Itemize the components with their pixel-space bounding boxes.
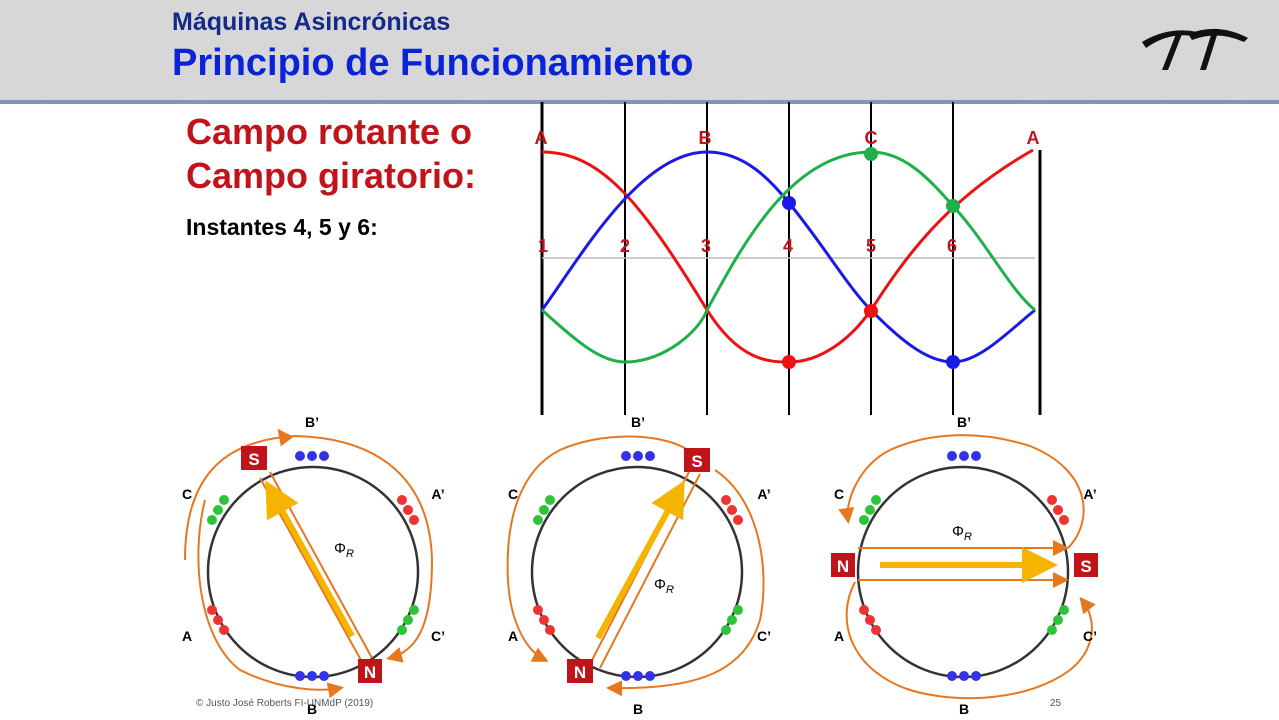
- phase-label-c: C: [865, 128, 878, 148]
- label-c: C: [834, 486, 844, 502]
- point-b-instant-4: [782, 196, 796, 210]
- label-c-prime: C’: [431, 628, 445, 644]
- section-title: Campo rotante o Campo giratorio:: [186, 110, 476, 198]
- section-title-line1: Campo rotante o: [186, 111, 473, 152]
- page-number: 25: [1050, 698, 1062, 709]
- label-c: C: [182, 486, 192, 502]
- university-logo-icon: [1142, 28, 1248, 70]
- stator-diagram-instant-5: S N ΦR B’ B C A A’ C’: [506, 414, 771, 717]
- pole-s-box: [1074, 553, 1098, 577]
- label-a: A: [834, 628, 844, 644]
- label-b: B: [307, 701, 317, 717]
- instants-label: Instantes 4, 5 y 6:: [186, 214, 378, 240]
- pole-s-box: [684, 448, 710, 472]
- flux-line-lower: [197, 499, 344, 699]
- instant-label-6: 6: [947, 236, 957, 256]
- label-b-prime: B’: [957, 414, 971, 430]
- flux-line-inner: [269, 471, 373, 659]
- pole-n-label: N: [574, 663, 586, 682]
- flux-arrow: [595, 480, 685, 640]
- point-c-instant-6: [946, 199, 960, 213]
- header-bar: [0, 0, 1279, 100]
- flux-label: ΦR: [334, 540, 354, 560]
- header-subtitle: Máquinas Asincrónicas: [172, 8, 451, 36]
- label-c-prime: C’: [757, 628, 771, 644]
- pole-n-box: [567, 659, 593, 683]
- point-a-instant-5: [864, 304, 878, 318]
- flux-line-lower: [845, 581, 1096, 700]
- pole-s-label: S: [1080, 557, 1091, 576]
- pole-n-box: [831, 553, 855, 577]
- label-b: B: [633, 701, 643, 717]
- page-title: Principio de Funcionamiento: [172, 42, 694, 84]
- flux-line-lower: [606, 469, 765, 697]
- stator-diagram-instant-6: N S ΦR B’ B C A A’ C’: [831, 414, 1098, 717]
- instant-label-5: 5: [866, 236, 876, 256]
- footer-copyright: © Justo José Roberts FI-UNMdP (2019): [196, 698, 374, 709]
- instant-label-4: 4: [783, 236, 793, 256]
- label-b-prime: B’: [631, 414, 645, 430]
- flux-line-upper: [838, 434, 1085, 549]
- phase-label-b: B: [699, 128, 712, 148]
- stator-diagram-instant-4: S N ΦR B’ B C A A’ C’: [182, 414, 445, 717]
- pole-n-label: N: [837, 557, 849, 576]
- instant-label-3: 3: [701, 236, 711, 256]
- instant-label-2: 2: [620, 236, 630, 256]
- point-a-instant-4: [782, 355, 796, 369]
- pole-s-box: [241, 446, 267, 470]
- instant-label-1: 1: [538, 236, 548, 256]
- pole-s-label: S: [248, 450, 259, 469]
- pole-n-label: N: [364, 663, 376, 682]
- label-a-prime: A’: [1083, 486, 1096, 502]
- label-a-prime: A’: [431, 486, 444, 502]
- point-b-instant-6: [946, 355, 960, 369]
- flux-label: ΦR: [952, 523, 972, 543]
- header-divider: [0, 100, 1279, 104]
- label-a: A: [182, 628, 192, 644]
- label-a: A: [508, 628, 518, 644]
- flux-arrow: [265, 480, 355, 638]
- stator-circle: [856, 465, 1070, 679]
- label-c: C: [508, 486, 518, 502]
- label-b-prime: B’: [305, 414, 319, 430]
- label-b: B: [959, 701, 969, 717]
- phase-c-curve: [540, 150, 1036, 364]
- label-c-prime: C’: [1083, 628, 1097, 644]
- phase-a-curve: [541, 148, 1034, 364]
- pole-s-label: S: [691, 452, 702, 471]
- flux-line-outer: [184, 434, 434, 663]
- pole-n-box: [358, 659, 382, 683]
- waveform-chart: A B C A 1 2 3 4 5 6: [535, 102, 1042, 415]
- point-c-instant-5: [864, 147, 878, 161]
- phase-label-a: A: [535, 128, 548, 148]
- label-a-prime: A’: [757, 486, 770, 502]
- flux-label: ΦR: [654, 576, 674, 596]
- section-title-line2: Campo giratorio:: [186, 155, 477, 196]
- phase-label-a-end: A: [1027, 128, 1040, 148]
- flux-line-outer: [506, 435, 689, 662]
